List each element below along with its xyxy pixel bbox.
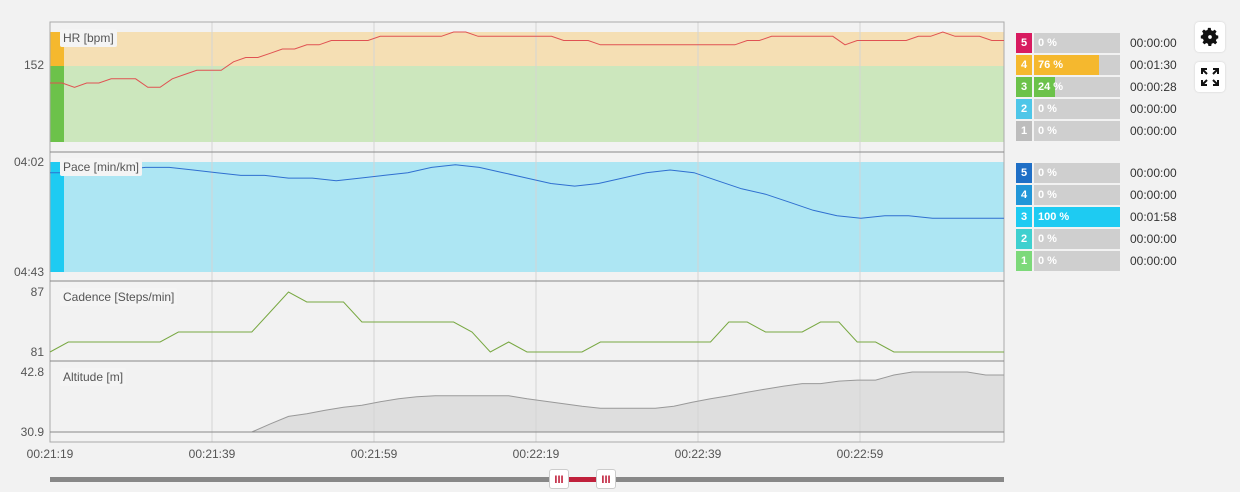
x-tick: 00:22:39 [674, 447, 722, 461]
x-tick: 00:21:59 [350, 447, 398, 461]
hr-zone-time: 00:00:00 [1130, 102, 1177, 116]
x-tick: 00:21:19 [26, 447, 74, 461]
scrollbar-left-handle[interactable]: III [549, 469, 569, 489]
pace-zone-bar: 0 % [1034, 163, 1120, 183]
hr-y-tick: 152 [23, 58, 44, 72]
hr-zone-row: 1 0 % [1016, 121, 1120, 141]
x-tick: 00:21:39 [188, 447, 236, 461]
hr-zone-percent: 0 % [1038, 125, 1057, 137]
fullscreen-button[interactable] [1195, 62, 1225, 92]
pace-zone-row: 3 100 % [1016, 207, 1120, 227]
hr-zone-number: 5 [1016, 33, 1032, 53]
hr-chart-title: HR [bpm] [60, 29, 117, 47]
hr-zone3-marker [50, 66, 64, 142]
cadence-line [49, 291, 1004, 353]
hr-zone-bar: 76 % [1034, 55, 1120, 75]
pace-zone-bar: 0 % [1034, 185, 1120, 205]
expand-icon [1201, 68, 1219, 86]
hr-zone-number: 3 [1016, 77, 1032, 97]
hr-zone-time: 00:00:28 [1130, 80, 1177, 94]
pace-zone-number: 3 [1016, 207, 1032, 227]
hr-line [50, 31, 1004, 88]
pace-zone-number: 2 [1016, 229, 1032, 249]
pace-line [50, 164, 1004, 219]
pace-zone-bar: 0 % [1034, 229, 1120, 249]
pace-y-tick-top: 04:02 [13, 155, 44, 169]
hr-zone-row: 3 24 % [1016, 77, 1120, 97]
hr-zone-row: 2 0 % [1016, 99, 1120, 119]
chart-frame [49, 21, 1005, 443]
pace-zone-row: 2 0 % [1016, 229, 1120, 249]
hr-zone-time: 00:00:00 [1130, 36, 1177, 50]
cadence-y-tick-bottom: 81 [30, 345, 44, 359]
pace-zone-percent: 0 % [1038, 233, 1057, 245]
pace-zone-row: 4 0 % [1016, 185, 1120, 205]
pace-zone-row: 5 0 % [1016, 163, 1120, 183]
hr-zone-number: 2 [1016, 99, 1032, 119]
hr-zone-bar: 24 % [1034, 77, 1120, 97]
hr-zone-time: 00:01:30 [1130, 58, 1177, 72]
hr-zone-number: 4 [1016, 55, 1032, 75]
x-tick: 00:22:19 [512, 447, 560, 461]
hr-zone-percent: 24 % [1038, 81, 1064, 93]
pace-zone-row: 1 0 % [1016, 251, 1120, 271]
pace-zone-percent: 0 % [1038, 255, 1057, 267]
altitude-y-tick-top: 42.8 [20, 365, 44, 379]
pace-zone-percent: 0 % [1038, 167, 1057, 179]
pace-zone-time: 00:00:00 [1130, 254, 1177, 268]
pace-zone-bar: 100 % [1034, 207, 1120, 227]
altitude-chart-title: Altitude [m] [60, 368, 127, 386]
hr-zone-percent: 0 % [1038, 37, 1057, 49]
hr-zone-bar: 0 % [1034, 33, 1120, 53]
altitude-y-tick-bottom: 30.9 [20, 425, 44, 439]
pace-zone-number: 4 [1016, 185, 1032, 205]
hr-zone-fill [1034, 77, 1055, 97]
pace-zone-number: 5 [1016, 163, 1032, 183]
gear-icon [1200, 27, 1219, 46]
pace-chart-title: Pace [min/km] [60, 158, 143, 176]
hr-zone-percent: 76 % [1038, 59, 1064, 71]
hr-zone-time: 00:00:00 [1130, 124, 1177, 138]
x-tick: 00:22:59 [836, 447, 884, 461]
pace-zone-time: 00:00:00 [1130, 232, 1177, 246]
settings-button[interactable] [1195, 22, 1225, 52]
pace-zone-number: 1 [1016, 251, 1032, 271]
hr-zone3-band [50, 66, 1004, 142]
vertical-gridlines [211, 22, 861, 442]
hr-zone-percent: 0 % [1038, 103, 1057, 115]
pace-y-tick-bottom: 04:43 [13, 265, 44, 279]
scrollbar-right-handle[interactable]: III [596, 469, 616, 489]
altitude-area [50, 372, 1004, 432]
hr-zone-bar: 0 % [1034, 99, 1120, 119]
pace-zone-marker [50, 162, 64, 272]
pace-zone-fill [1034, 207, 1120, 227]
pace-zone-time: 00:00:00 [1130, 166, 1177, 180]
cadence-chart-title: Cadence [Steps/min] [60, 288, 178, 306]
pace-zone-time: 00:00:00 [1130, 188, 1177, 202]
hr-zone4-band [50, 32, 1004, 66]
pace-zone-percent: 100 % [1038, 211, 1070, 223]
hr-zone-bar: 0 % [1034, 121, 1120, 141]
hr-zone-row: 5 0 % [1016, 33, 1120, 53]
hr-zone-number: 1 [1016, 121, 1032, 141]
pace-zone-time: 00:01:58 [1130, 210, 1177, 224]
cadence-y-tick-top: 87 [30, 285, 44, 299]
timeline-scrollbar[interactable] [50, 477, 1004, 482]
hr-zone-fill [1034, 55, 1100, 75]
scrollbar-range[interactable] [568, 477, 604, 482]
pace-zone-bar: 0 % [1034, 251, 1120, 271]
pace-zone-percent: 0 % [1038, 189, 1057, 201]
hr-zone-row: 4 76 % [1016, 55, 1120, 75]
